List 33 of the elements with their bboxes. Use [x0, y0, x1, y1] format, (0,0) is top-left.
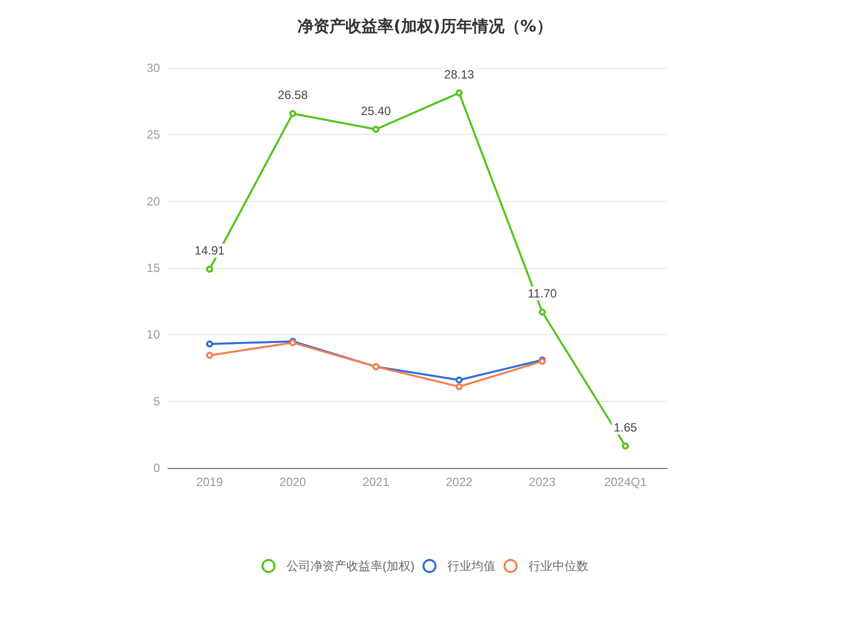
y-tick-label: 15	[146, 261, 160, 275]
y-tick-label: 0	[153, 461, 160, 475]
point	[456, 383, 463, 390]
point	[456, 89, 463, 96]
data-label: 28.13	[444, 67, 474, 82]
x-tick-label: 2021	[362, 475, 390, 489]
point	[206, 340, 214, 348]
x-tick-label: 2024Q1	[604, 475, 648, 489]
y-tick-label: 5	[153, 394, 160, 408]
y-tick-label: 30	[146, 61, 160, 75]
x-tick-label: 2022	[446, 475, 473, 489]
point	[372, 126, 380, 133]
point	[538, 308, 546, 316]
data-label: 25.40	[360, 104, 392, 118]
x-tick-label: 2023	[528, 475, 556, 489]
legend-label: 行业均值	[447, 559, 496, 573]
point	[206, 266, 214, 273]
y-tick-label: 10	[146, 328, 160, 342]
point	[206, 352, 214, 359]
chart-title: 净资产收益率(加权)历年情况（%）	[298, 16, 552, 36]
legend-label: 行业中位数	[528, 559, 588, 573]
data-label: 11.70	[528, 286, 558, 300]
y-tick-label: 20	[146, 194, 160, 208]
x-tick-label: 2020	[279, 475, 306, 489]
data-label: 14.91	[194, 244, 225, 258]
point	[289, 110, 296, 118]
point	[456, 376, 463, 384]
data-label: 1.65	[614, 420, 638, 434]
legend-label: 公司净资产收益率(加权)	[286, 559, 415, 573]
y-tick-label: 25	[146, 128, 160, 142]
point	[622, 442, 629, 450]
data-label: 26.58	[278, 88, 308, 102]
x-tick-label: 2019	[196, 475, 224, 489]
